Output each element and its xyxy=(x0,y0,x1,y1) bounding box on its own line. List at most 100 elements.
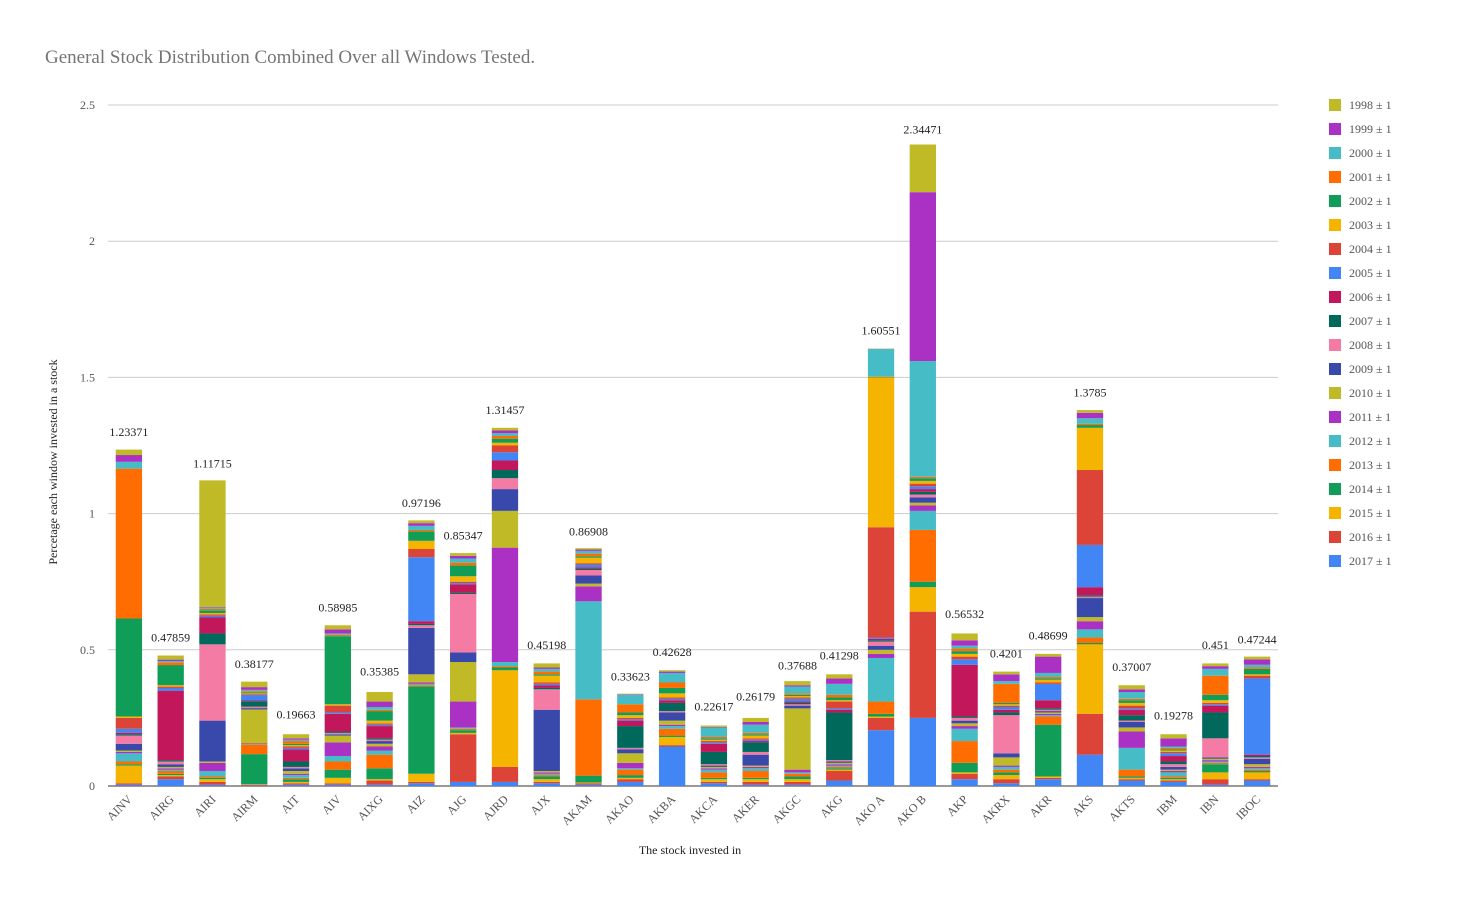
bar-segment xyxy=(784,702,811,705)
bar-segment xyxy=(241,694,268,696)
bar-segment xyxy=(1076,598,1104,618)
bar-segment xyxy=(658,724,686,727)
bar-segment xyxy=(826,765,853,767)
bar-segment xyxy=(115,717,143,729)
bar-segment xyxy=(157,686,184,688)
bar-segment xyxy=(575,699,602,776)
bar-segment xyxy=(1035,779,1062,786)
total-label: 0.45198 xyxy=(527,638,566,652)
bar-segment xyxy=(951,648,978,652)
bar-segment xyxy=(700,725,728,727)
bar-segment xyxy=(1160,780,1187,782)
bar-segment xyxy=(658,726,686,729)
bar-segment xyxy=(1243,668,1271,675)
legend-label: 2008 ± 1 xyxy=(1349,338,1392,352)
bar-segment xyxy=(575,784,602,786)
bar-segment xyxy=(993,765,1020,767)
y-tick-label: 2.5 xyxy=(80,98,95,112)
bar-segment xyxy=(700,738,728,740)
bar-segment xyxy=(157,773,184,776)
bar-segment xyxy=(951,664,978,717)
total-label: 0.97196 xyxy=(402,496,441,510)
legend-label: 2004 ± 1 xyxy=(1349,242,1392,256)
bar-segment xyxy=(1076,544,1104,588)
bar-segment xyxy=(826,760,853,762)
bar-segment xyxy=(617,726,644,748)
bar-segment xyxy=(1076,427,1104,471)
bar-segment xyxy=(909,491,936,495)
bar-segment xyxy=(867,713,895,717)
bar-segment xyxy=(1118,747,1145,770)
legend-label: 2014 ± 1 xyxy=(1349,482,1392,496)
bar-segment xyxy=(199,784,226,786)
bar-segment xyxy=(282,741,310,744)
bar-segment xyxy=(826,769,853,772)
bar-segment xyxy=(617,781,644,786)
bar-segment xyxy=(867,730,895,786)
bar-segment xyxy=(115,750,143,752)
bar-segment xyxy=(450,565,477,577)
bar-segment xyxy=(1035,713,1062,716)
bar-segment xyxy=(282,766,310,769)
bar-segment xyxy=(1076,425,1104,428)
bar-segment xyxy=(1118,721,1145,728)
bar-segment xyxy=(867,645,895,650)
total-label: 0.56532 xyxy=(945,607,984,621)
bar-segment xyxy=(1160,753,1187,757)
bar-segment xyxy=(450,662,477,702)
bar-segment xyxy=(366,743,393,747)
bar-segment xyxy=(1160,746,1187,748)
bar-segment xyxy=(408,773,435,782)
bar-segment xyxy=(282,775,310,778)
bar-segment xyxy=(366,720,393,724)
y-tick-label: 1 xyxy=(89,507,95,521)
legend-swatch xyxy=(1329,171,1341,183)
bar-segment xyxy=(199,776,226,778)
total-label: 0.86908 xyxy=(569,524,608,538)
bar-segment xyxy=(742,741,769,743)
bar-segment xyxy=(993,766,1020,770)
bar-segment xyxy=(1118,708,1145,710)
bar-segment xyxy=(1243,674,1271,676)
bar-segment xyxy=(533,671,560,675)
bar-segment xyxy=(450,701,477,728)
bar-segment xyxy=(157,655,184,660)
bar-segment xyxy=(784,769,811,773)
bar-segment xyxy=(282,771,310,774)
bar-segment xyxy=(533,776,560,780)
bar-segment xyxy=(826,709,853,713)
bar-segment xyxy=(1035,700,1062,709)
bar-segment xyxy=(324,735,351,743)
bar-segment xyxy=(491,667,519,671)
bar-segment xyxy=(1160,777,1187,780)
bar-segment xyxy=(1202,700,1229,703)
bar-segment xyxy=(951,659,978,665)
bar-segment xyxy=(408,625,435,629)
bar-segment xyxy=(408,621,435,624)
bar-segment xyxy=(1243,779,1271,781)
x-axis-title: The stock invested in xyxy=(639,843,741,857)
bar-segment xyxy=(1118,780,1145,786)
bar-segment xyxy=(157,771,184,774)
bar-segment xyxy=(617,768,644,770)
bar-segment xyxy=(951,653,978,657)
bar-segment xyxy=(993,769,1020,773)
total-label: 1.23371 xyxy=(109,425,148,439)
total-label: 2.34471 xyxy=(903,122,942,136)
bar-segment xyxy=(658,693,686,698)
bar-segment xyxy=(658,712,686,721)
bar-segment xyxy=(408,682,435,684)
bar-segment xyxy=(867,653,895,658)
bar-segment xyxy=(784,694,811,697)
bar-segment xyxy=(366,739,393,742)
legend-swatch xyxy=(1329,291,1341,303)
bar-segment xyxy=(700,781,728,784)
bar-segment xyxy=(1243,772,1271,780)
bar-segment xyxy=(1160,749,1187,751)
bar-segment xyxy=(742,784,769,786)
bar-segment xyxy=(199,644,226,721)
bar-segment xyxy=(658,736,686,746)
bar-segment xyxy=(366,692,393,702)
bar-segment xyxy=(1076,754,1104,786)
